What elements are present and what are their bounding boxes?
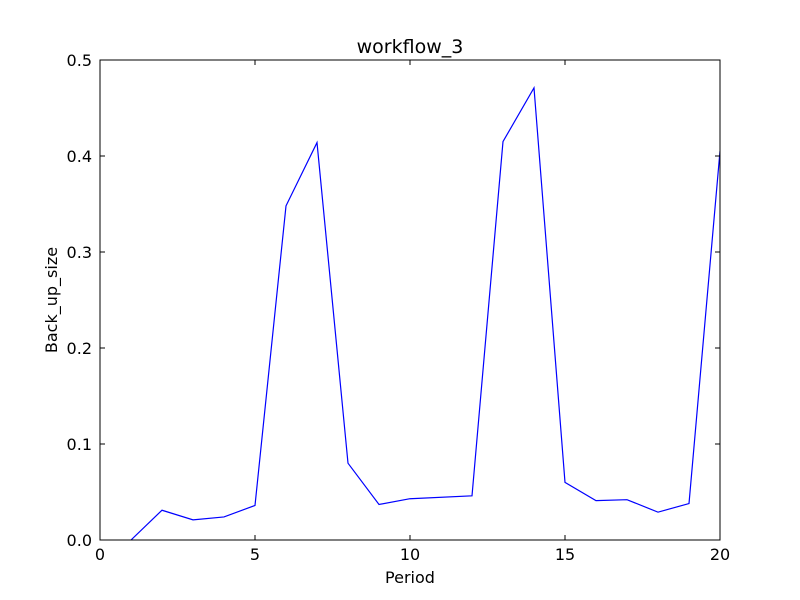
plot-frame bbox=[99, 59, 721, 541]
y-axis-title: Back_up_size bbox=[42, 247, 62, 353]
y-tick-label: 0.5 bbox=[67, 51, 92, 70]
x-tick-label: 20 bbox=[710, 545, 730, 564]
x-axis: 0 5 10 15 20 bbox=[95, 60, 730, 564]
y-axis: 0.0 0.1 0.2 0.3 0.4 0.5 bbox=[67, 51, 720, 550]
x-tick-label: 10 bbox=[400, 545, 420, 564]
x-axis-title: Period bbox=[385, 568, 435, 587]
y-tick-label: 0.4 bbox=[67, 147, 92, 166]
series-layer bbox=[130, 85, 720, 540]
x-tick-label: 5 bbox=[250, 545, 260, 564]
y-tick-label: 0.3 bbox=[67, 243, 92, 262]
series-line-0 bbox=[130, 85, 720, 540]
x-tick-label: 0 bbox=[95, 545, 105, 564]
y-tick-label: 0.2 bbox=[67, 339, 92, 358]
chart-title: workflow_3 bbox=[357, 36, 464, 58]
y-tick-label: 0.1 bbox=[67, 435, 92, 454]
y-tick-label: 0.0 bbox=[67, 531, 92, 550]
x-tick-label: 15 bbox=[555, 545, 575, 564]
